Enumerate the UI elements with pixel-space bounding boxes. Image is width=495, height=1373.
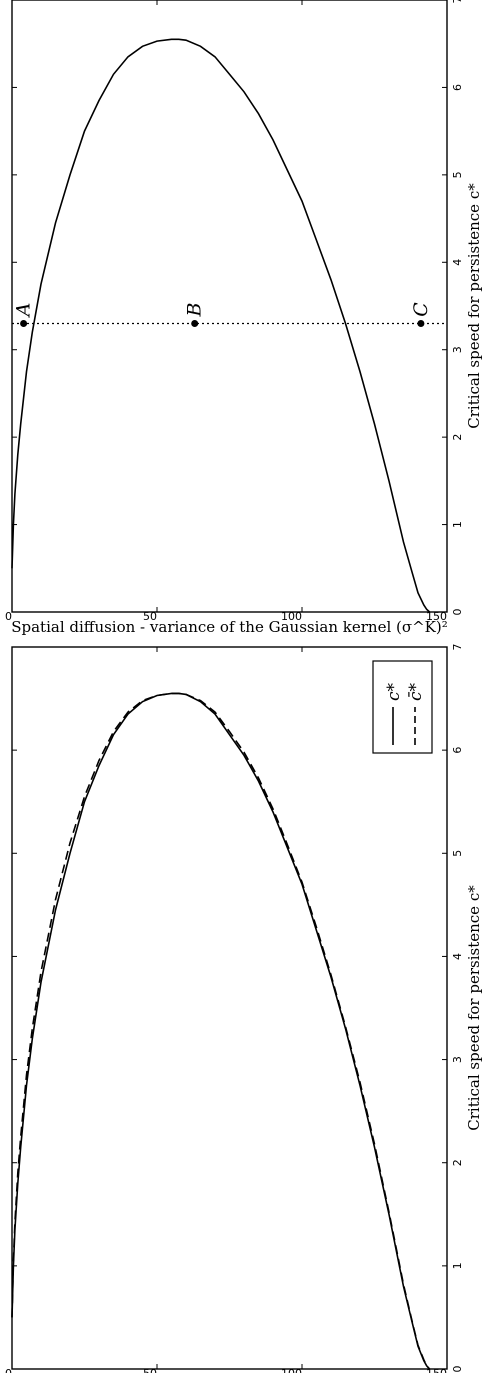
x-tick-label: 0 [5,610,12,623]
y-tick-label: 7 [451,644,464,651]
y-tick-label: 1 [451,1262,464,1269]
chart-panel-1: 0 1 2 3 4 5 6 7 0 50 100 150 Critical speed for pers… [5,644,483,1373]
series-line-solid [11,692,431,1370]
point-label-C: C [410,302,432,317]
y-tick-label: 4 [451,259,464,266]
series-line-dashed [11,692,431,1370]
marker-A [20,319,28,327]
x-tick-label: 0 [5,1367,12,1373]
x-tick-label: 100 [281,610,302,623]
legend-box [372,660,433,754]
point-label-A: A [13,303,35,319]
y-tick-label: 5 [451,171,464,178]
y-tick-label: 0 [451,1366,464,1373]
y-tick-label: 3 [451,1056,464,1063]
marker-C [417,319,425,327]
y-tick-label: 4 [451,953,464,960]
y-tick-label: 2 [451,1159,464,1166]
y-tick-label: 5 [451,850,464,857]
y-tick-label: 1 [451,521,464,528]
plot-frame [11,0,448,613]
legend-label: c̄* [406,682,426,701]
x-tick-label: 50 [143,1367,157,1373]
x-axis-label: Spatial diffusion - variance of the Gaus… [11,618,448,636]
y-tick-label: 0 [451,609,464,616]
y-tick-label: 6 [451,84,464,91]
y-tick-label: 6 [451,747,464,754]
series-line-solid [11,38,431,613]
y-axis-label: Critical speed for persistence c* [465,183,483,429]
y-axis-label: Critical speed for persistence c* [465,885,483,1131]
y-tick-label: 2 [451,434,464,441]
chart-panel-2: 0 1 2 3 4 5 6 7 0 50 100 150 Critical speed for pers… [5,0,483,636]
x-tick-label: 150 [426,610,447,623]
point-label-B: B [184,302,206,317]
legend-label: c* [384,682,404,701]
marker-B [191,319,199,327]
y-tick-label: 3 [451,346,464,353]
y-tick-label: 7 [451,0,464,4]
plot-frame [11,646,448,1370]
x-tick-label: 100 [281,1367,302,1373]
x-tick-label: 50 [143,610,157,623]
x-tick-label: 150 [426,1367,447,1373]
